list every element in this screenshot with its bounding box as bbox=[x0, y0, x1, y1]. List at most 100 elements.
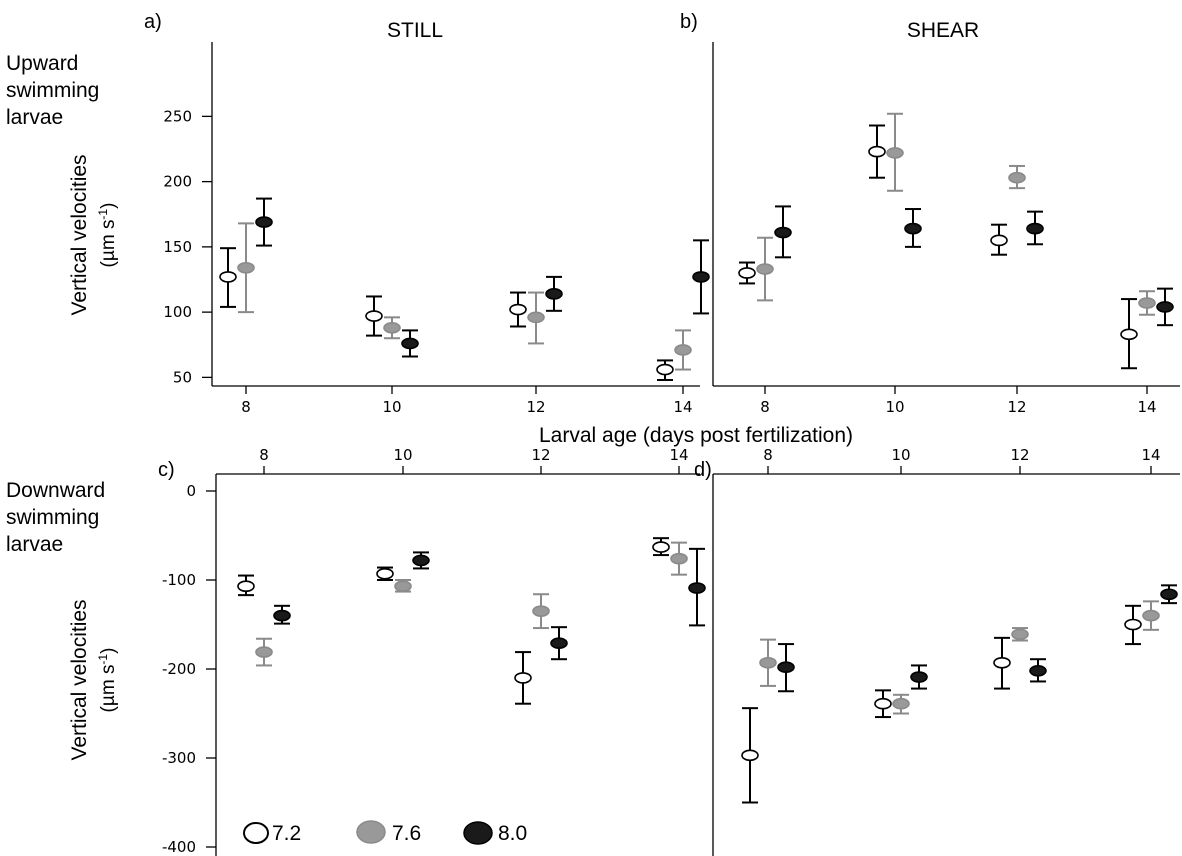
legend-marker-7-6 bbox=[356, 820, 386, 844]
row-label-top-line-2: swimming bbox=[6, 79, 99, 102]
panel-d-series-7-2-x8-point bbox=[741, 749, 759, 762]
panel-d-series-7-6-x8-point bbox=[759, 656, 777, 669]
panel-c-series-7-2-x12-point bbox=[514, 672, 532, 684]
panel-b-series-8-0-x8-point bbox=[774, 226, 792, 239]
panel-c-series-8-0-x12-point bbox=[550, 637, 568, 649]
panel-a-still-upward: 8 10 12 14 50 100 150 200 250 bbox=[163, 42, 710, 416]
panel-a-y-tick-label-50: 50 bbox=[173, 368, 192, 386]
panel-d-series-8-0-x10-point bbox=[910, 671, 928, 683]
panel-b-series-7-6-x14-point bbox=[1138, 297, 1156, 309]
panel-d-series-8-0-x12-point bbox=[1029, 664, 1047, 677]
panel-c-y-tick-label--100: -100 bbox=[162, 571, 196, 589]
panel-letter-b: b) bbox=[680, 11, 698, 33]
y-axis-label-top-unit: (µm s-1) bbox=[96, 203, 119, 268]
panel-c-y-tick-label-0: 0 bbox=[186, 482, 196, 500]
panel-a-series-8-0-x10-point bbox=[401, 337, 419, 350]
panel-a-series-7-2-x8-point bbox=[219, 271, 237, 283]
y-axis-label-bottom: Vertical velocities (µm s-1) bbox=[68, 599, 119, 760]
panel-d-x-tick-label-14: 14 bbox=[1141, 446, 1160, 464]
panel-d-series-7-6-x14-point bbox=[1142, 609, 1160, 622]
column-title-shear: SHEAR bbox=[907, 19, 979, 42]
row-label-bottom-line-1: Downward bbox=[6, 479, 105, 502]
panel-b-series-7-6-x12-point bbox=[1008, 171, 1026, 184]
panel-letter-a: a) bbox=[144, 11, 162, 33]
panel-c-series-7-2-x10-point bbox=[376, 567, 394, 580]
panel-c-series-7-2-x8-point bbox=[237, 580, 255, 593]
panel-a-series-7-6-x14-point bbox=[674, 344, 692, 356]
panel-c-y-tick-label--400: -400 bbox=[162, 838, 196, 856]
panel-letter-c: c) bbox=[158, 459, 175, 481]
panel-d-series-7-6-x10-point bbox=[892, 697, 910, 710]
panel-d-x-tick-label-8: 8 bbox=[763, 446, 773, 464]
panel-b-series-7-6-x10-point bbox=[886, 147, 904, 159]
column-title-still: STILL bbox=[387, 19, 443, 42]
panel-c-series-7-6-x8-point bbox=[255, 646, 273, 658]
panel-d-series-7-2-x12-point bbox=[993, 656, 1011, 669]
panel-a-y-tick-label-200: 200 bbox=[163, 173, 192, 191]
y-axis-label-bottom-unit: (µm s-1) bbox=[96, 648, 119, 713]
legend-label-7-2: 7.2 bbox=[272, 822, 301, 845]
panel-a-x-tick-label-12: 12 bbox=[526, 398, 545, 416]
panel-d-series-8-0-x14-point bbox=[1160, 588, 1178, 601]
panel-b-series-8-0-x10-point bbox=[904, 222, 922, 235]
panel-b-shear-upward: 8 10 12 14 bbox=[712, 42, 1180, 416]
panel-c-series-8-0-x8-point bbox=[273, 609, 291, 622]
panel-a-y-tick-label-100: 100 bbox=[163, 303, 192, 321]
legend: 7.2 7.6 8.0 bbox=[243, 820, 527, 845]
y-axis-label-bottom-main: Vertical velocities bbox=[68, 599, 91, 760]
panel-b-series-8-0-x12-point bbox=[1026, 222, 1044, 235]
panel-d-series-7-6-x12-point bbox=[1011, 628, 1029, 641]
panel-a-series-7-2-x12-point bbox=[509, 303, 527, 316]
panel-b-series-7-2-x8-point bbox=[738, 267, 756, 279]
panel-a-x-tick-label-8: 8 bbox=[241, 398, 251, 416]
panel-c-series-7-6-x10-point bbox=[394, 580, 412, 593]
panel-c-still-downward: 8 10 12 14 0 -100 -200 -300 -400 bbox=[162, 446, 706, 856]
legend-marker-8-0 bbox=[463, 821, 493, 845]
panel-a-series-8-0-x12-point bbox=[545, 288, 563, 300]
panel-c-x-tick-label-12: 12 bbox=[531, 446, 550, 464]
panel-a-series-7-6-x8-point bbox=[237, 261, 255, 274]
panel-c-series-8-0-x10-point bbox=[412, 554, 430, 567]
panel-b-x-tick-label-8: 8 bbox=[760, 398, 770, 416]
legend-label-7-6: 7.6 bbox=[392, 822, 421, 845]
panel-a-y-tick-label-150: 150 bbox=[163, 238, 192, 256]
panel-c-y-tick-label--200: -200 bbox=[162, 660, 196, 678]
panel-c-series-7-6-x14-point bbox=[670, 552, 688, 565]
panel-c-x-tick-label-8: 8 bbox=[259, 446, 269, 464]
panel-a-x-tick-label-10: 10 bbox=[382, 398, 401, 416]
panel-b-series-7-2-x12-point bbox=[990, 234, 1008, 247]
panel-c-y-tick-label--300: -300 bbox=[162, 749, 196, 767]
panel-d-x-tick-label-12: 12 bbox=[1010, 446, 1029, 464]
panel-a-x-tick-label-14: 14 bbox=[673, 398, 692, 416]
panel-c-series-7-6-x12-point bbox=[532, 605, 550, 617]
panel-d-series-8-0-x8-point bbox=[777, 661, 795, 674]
panel-d-series-7-2-x10-point bbox=[874, 697, 892, 710]
legend-label-8-0: 8.0 bbox=[498, 822, 527, 845]
y-axis-label-top-main: Vertical velocities bbox=[68, 154, 91, 315]
panel-b-series-7-6-x8-point bbox=[756, 263, 774, 275]
panel-c-series-7-2-x14-point bbox=[652, 541, 670, 553]
legend-marker-7-2 bbox=[243, 822, 269, 844]
panel-d-series-7-2-x14-point bbox=[1124, 618, 1142, 631]
panel-a-y-tick-label-250: 250 bbox=[163, 107, 192, 125]
panel-b-x-tick-label-12: 12 bbox=[1007, 398, 1026, 416]
panel-c-x-tick-label-10: 10 bbox=[393, 446, 412, 464]
panel-d-shear-downward: 8 10 12 14 bbox=[712, 446, 1180, 856]
panel-c-x-tick-label-14: 14 bbox=[669, 446, 688, 464]
panel-letter-d: d) bbox=[694, 459, 712, 481]
y-axis-label-top: Vertical velocities (µm s-1) bbox=[68, 154, 119, 315]
panel-a-series-8-0-x14-point bbox=[692, 271, 710, 283]
row-label-bottom-line-3: larvae bbox=[6, 533, 63, 556]
panel-a-series-7-6-x12-point bbox=[527, 311, 545, 324]
panel-b-series-7-2-x14-point bbox=[1120, 328, 1138, 341]
panel-b-series-8-0-x14-point bbox=[1156, 301, 1174, 313]
panel-b-x-tick-label-14: 14 bbox=[1137, 398, 1156, 416]
x-axis-label: Larval age (days post fertilization) bbox=[539, 424, 853, 447]
panel-a-series-7-2-x14-point bbox=[656, 363, 674, 376]
panel-b-series-7-2-x10-point bbox=[868, 145, 886, 158]
row-label-top-line-1: Upward bbox=[6, 52, 78, 75]
row-label-top-line-3: larvae bbox=[6, 106, 63, 129]
panel-a-series-7-2-x10-point bbox=[365, 310, 383, 322]
panel-c-series-8-0-x14-point bbox=[688, 582, 706, 594]
